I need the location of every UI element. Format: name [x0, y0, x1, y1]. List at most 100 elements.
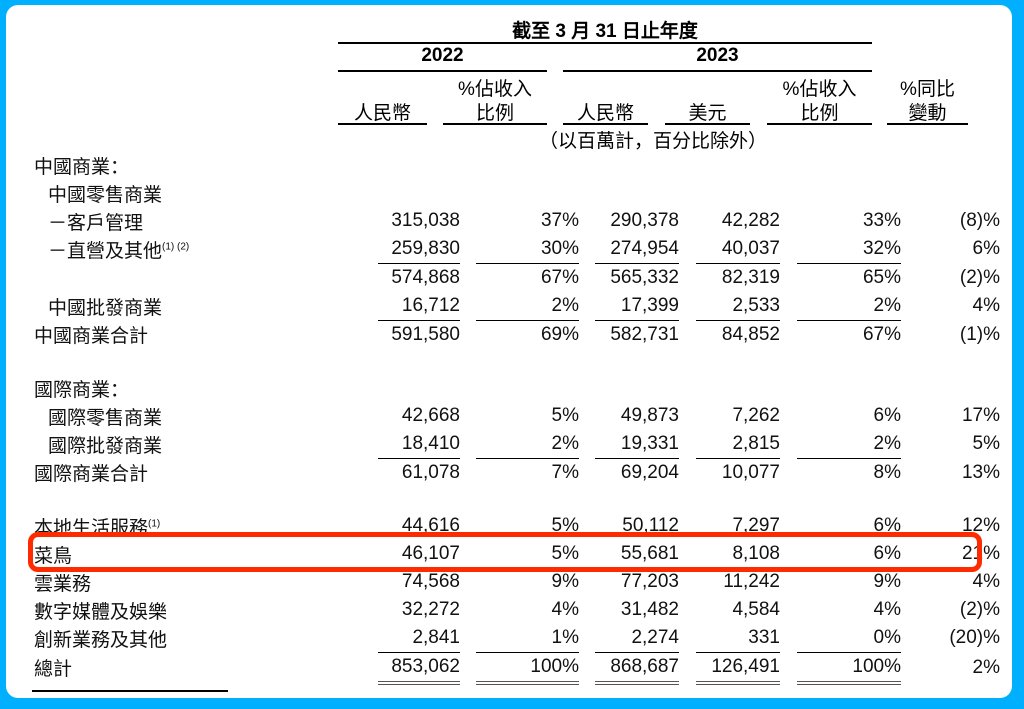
gutter — [460, 374, 476, 402]
cell-value: 565,332 — [610, 267, 679, 288]
gutter — [780, 568, 797, 596]
gutter — [679, 179, 696, 207]
cell-value: 4% — [551, 599, 579, 620]
row-label-text: 總計 — [34, 659, 73, 681]
cell-value — [916, 151, 1000, 179]
table-row: 中國商業合計 591,580 69% 582,731 84,852 67% (1)% — [0, 321, 1000, 350]
gutter — [901, 653, 916, 684]
gutter — [780, 624, 797, 653]
gutter — [579, 179, 595, 207]
cell-value: 4,584 — [732, 599, 780, 620]
rule — [338, 123, 427, 125]
row-label-text: －直營及其他 — [48, 240, 163, 262]
gutter — [780, 430, 797, 459]
cell-value: 315,038 — [391, 210, 460, 231]
cell-value: 17% — [961, 405, 1000, 426]
table-row: 雲業務 74,568 9% 77,203 11,242 9% 4% — [0, 568, 1000, 596]
row-label: 雲業務 — [0, 568, 378, 596]
cell-value: 2% — [797, 430, 901, 459]
table-row: 中國商業： — [0, 151, 1000, 179]
cell-value: 4% — [972, 295, 1000, 317]
spacer — [0, 487, 1000, 512]
cell-value — [378, 179, 460, 207]
gutter — [780, 653, 797, 684]
cell-value: 69% — [540, 324, 579, 345]
row-label: 國際商業： — [0, 374, 378, 402]
cell-value: 2% — [797, 292, 901, 321]
rule — [887, 123, 968, 125]
table-row: 國際商業合計 61,078 7% 69,204 10,077 8% 13% — [0, 459, 1000, 488]
row-label: 菜鳥 — [0, 540, 378, 568]
row-label-text: 國際商業： — [34, 379, 130, 401]
cell-value: 55,681 — [620, 543, 679, 564]
gutter — [780, 596, 797, 624]
cell-value: 67% — [540, 267, 579, 288]
cell-value — [476, 374, 579, 402]
gutter — [579, 321, 595, 350]
rule — [443, 123, 547, 125]
gutter — [460, 568, 476, 596]
gutter — [679, 430, 696, 459]
gutter — [780, 179, 797, 207]
rule — [338, 42, 872, 44]
gutter — [901, 264, 916, 293]
gutter — [460, 151, 476, 179]
row-label: 國際批發商業 — [0, 430, 378, 459]
gutter — [579, 292, 595, 321]
gutter — [679, 402, 696, 430]
gutter — [901, 568, 916, 596]
table-row: 國際商業： — [0, 374, 1000, 402]
cell-value: 331 — [696, 624, 780, 653]
cell-value — [916, 374, 1000, 402]
cell-value: 2,841 — [378, 624, 460, 653]
cell-value: 19,331 — [595, 430, 679, 459]
cell-value: 2,533 — [696, 292, 780, 321]
cell-value: 0% — [797, 624, 901, 653]
document-page — [6, 5, 1012, 698]
row-label-text: 中國批發商業 — [48, 297, 163, 319]
col-usd-2023: 美元 — [688, 103, 727, 124]
cell-value — [476, 151, 579, 179]
cell-value: 33% — [862, 210, 901, 231]
gutter — [901, 596, 916, 624]
table-row: －直營及其他(1) (2) 259,830 30% 274,954 40,037 32% 6… — [0, 235, 1000, 264]
cell-value: 574,868 — [391, 267, 460, 288]
col-pct-2023-l1: %佔收入 — [782, 79, 857, 100]
gutter — [579, 207, 595, 235]
cell-value: 8% — [873, 462, 901, 483]
cell-value: 2% — [476, 430, 579, 459]
gutter — [679, 292, 696, 321]
rule — [563, 70, 872, 72]
cell-value — [797, 151, 901, 179]
cell-value: 6% — [873, 405, 901, 426]
cell-value: 30% — [476, 235, 579, 264]
table-row: 國際批發商業 18,410 2% 19,331 2,815 2% 5% — [0, 430, 1000, 459]
cainiao-highlight-box — [28, 532, 982, 572]
cell-value — [476, 179, 579, 207]
cell-value: 2,274 — [595, 624, 679, 653]
gutter — [901, 321, 916, 350]
cell-value — [696, 374, 780, 402]
gutter — [460, 292, 476, 321]
gutter — [901, 459, 916, 488]
row-label: 國際商業合計 — [0, 459, 378, 488]
gutter — [460, 179, 476, 207]
cell-value: 46,107 — [401, 543, 460, 564]
cell-value — [696, 151, 780, 179]
cell-value: 126,491 — [696, 652, 780, 685]
col-pct-2022-l2: 比例 — [475, 103, 514, 124]
cell-value — [595, 151, 679, 179]
footnote-ref: (1) (2) — [162, 241, 190, 253]
row-label-text: 國際商業合計 — [34, 464, 149, 486]
cell-value — [595, 374, 679, 402]
cell-value: 67% — [862, 324, 901, 345]
gutter — [901, 402, 916, 430]
row-label — [0, 264, 378, 293]
gutter — [579, 596, 595, 624]
cell-value: 40,037 — [696, 235, 780, 264]
gutter — [579, 624, 595, 653]
col-rmb-2023: 人民幣 — [576, 103, 634, 124]
cell-value: 6% — [972, 238, 1000, 260]
cell-value: 74,568 — [401, 571, 460, 592]
cell-value: 5% — [972, 433, 1000, 455]
